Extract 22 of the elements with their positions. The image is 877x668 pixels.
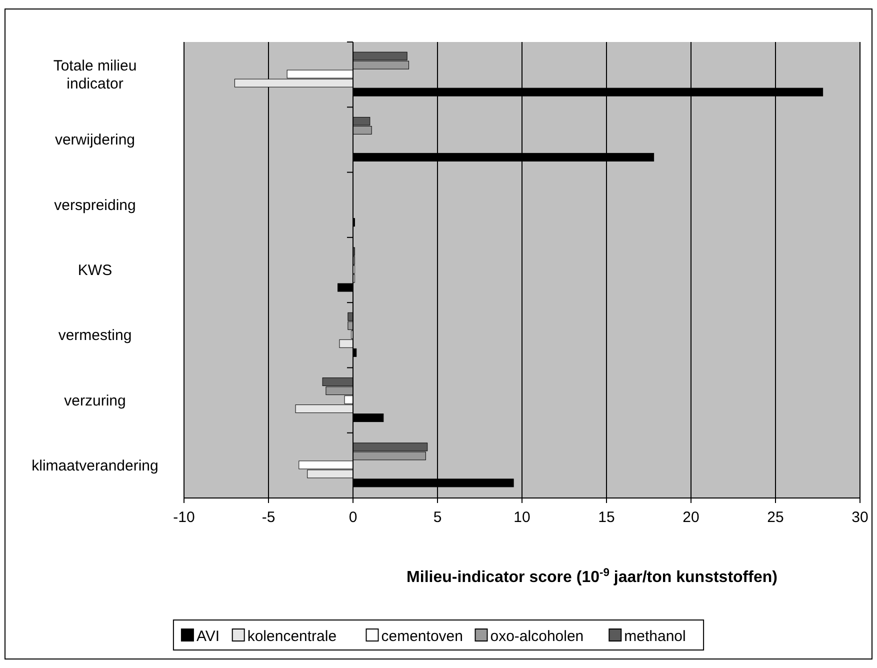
x-tick-label: 25	[767, 509, 784, 526]
x-tick-label: 10	[514, 509, 530, 526]
y-tick-label: verspreiding	[54, 196, 136, 214]
legend-label: methanol	[624, 628, 686, 645]
y-tick-label: vermesting	[58, 327, 132, 344]
x-tick-label: -10	[173, 509, 195, 526]
x-tick-label: 30	[852, 509, 868, 526]
x-tick-label: 5	[433, 509, 442, 526]
x-axis-title: Milieu-indicator score (10$^{-9}$ jaar/ton kunststoffen)	[406, 567, 778, 586]
legend-label: AVI	[196, 628, 220, 645]
legend-label: kolencentrale	[247, 628, 337, 645]
legend-label: cementoven	[381, 628, 463, 645]
y-tick-label: Totale milieu indicator	[53, 58, 137, 93]
x-tick-label: 20	[682, 509, 700, 526]
x-tick-label: 15	[598, 509, 615, 526]
x-tick-label: 0	[348, 509, 358, 526]
y-tick-label: verwijdering	[54, 132, 136, 149]
legend-label: oxo-alcoholen	[490, 628, 584, 645]
y-tick-label: verzuring	[64, 392, 126, 410]
y-tick-label: KWS	[78, 262, 112, 279]
x-tick-label: -5	[262, 509, 276, 526]
y-tick-label: klimaatverandering	[32, 457, 158, 474]
